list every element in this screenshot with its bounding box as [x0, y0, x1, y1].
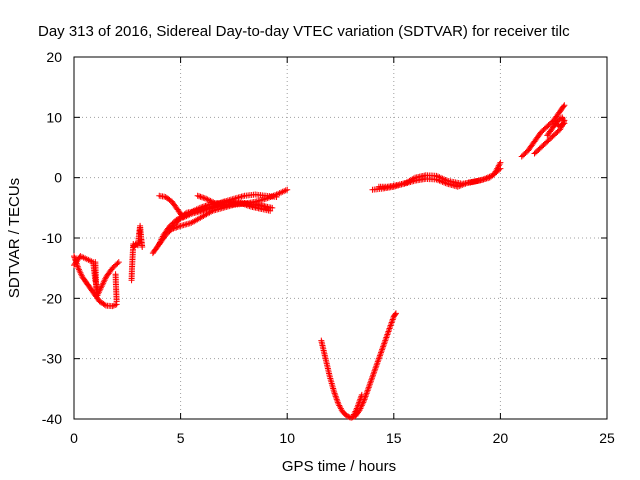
data-point: [112, 301, 119, 308]
y-tick-label: 0: [54, 170, 62, 186]
data-point: [554, 121, 561, 128]
data-point: [188, 208, 195, 215]
data-point: [176, 223, 183, 230]
x-tick-label: 20: [493, 430, 509, 446]
data-point: [349, 414, 356, 421]
data-point: [199, 203, 206, 210]
data-point: [198, 194, 205, 201]
data-point: [139, 244, 146, 251]
data-point: [101, 301, 108, 308]
data-point: [210, 199, 217, 206]
data-point: [207, 197, 214, 204]
x-tick-label: 15: [386, 430, 402, 446]
data-point: [284, 186, 291, 193]
data-point: [497, 159, 504, 166]
data-point: [194, 192, 201, 199]
x-tick-label: 5: [177, 430, 185, 446]
data-point: [343, 412, 350, 419]
data-point: [196, 193, 203, 200]
data-point: [358, 391, 365, 398]
data-point: [197, 193, 204, 200]
data-point: [392, 311, 399, 318]
data-point: [115, 259, 122, 266]
y-tick-label: 10: [46, 109, 62, 125]
x-tick-label: 10: [279, 430, 295, 446]
data-point: [206, 197, 213, 204]
data-point: [392, 310, 399, 317]
data-point: [113, 298, 120, 305]
data-point: [269, 204, 276, 211]
y-tick-label: -20: [42, 290, 62, 306]
data-point: [204, 196, 211, 203]
data-point: [200, 194, 207, 201]
data-point: [262, 203, 269, 210]
data-point: [110, 302, 117, 309]
data-marks: [71, 102, 568, 421]
data-point: [196, 204, 203, 211]
data-point: [203, 202, 210, 209]
x-axis-label: GPS time / hours: [282, 458, 396, 475]
y-tick-label: -30: [42, 351, 62, 367]
y-tick-label: -10: [42, 230, 62, 246]
data-point: [410, 175, 417, 182]
data-point: [561, 102, 568, 109]
data-point: [201, 195, 208, 202]
data-point: [133, 241, 140, 248]
data-point: [93, 292, 100, 299]
x-tick-label: 0: [70, 430, 78, 446]
y-axis-label: SDTVAR / TECUs: [6, 178, 23, 298]
data-point: [114, 260, 121, 267]
data-point: [560, 103, 567, 110]
data-point: [345, 413, 352, 420]
y-tick-label: -40: [42, 411, 62, 427]
data-point: [201, 203, 208, 210]
y-tick-label: 20: [46, 49, 62, 65]
data-point: [202, 202, 209, 209]
data-point: [109, 303, 116, 310]
data-point: [267, 207, 274, 214]
data-point: [198, 204, 205, 211]
data-point: [273, 193, 280, 200]
ticks: 0 5 10 15 20 25 -40 -30 -20 -10 0 10 20: [42, 49, 615, 446]
x-tick-label: 25: [599, 430, 615, 446]
chart-title: Day 313 of 2016, Sidereal Day-to-day VTE…: [38, 23, 570, 40]
data-point: [552, 120, 559, 127]
data-point: [208, 198, 215, 205]
data-point: [174, 223, 181, 230]
data-point: [203, 195, 210, 202]
